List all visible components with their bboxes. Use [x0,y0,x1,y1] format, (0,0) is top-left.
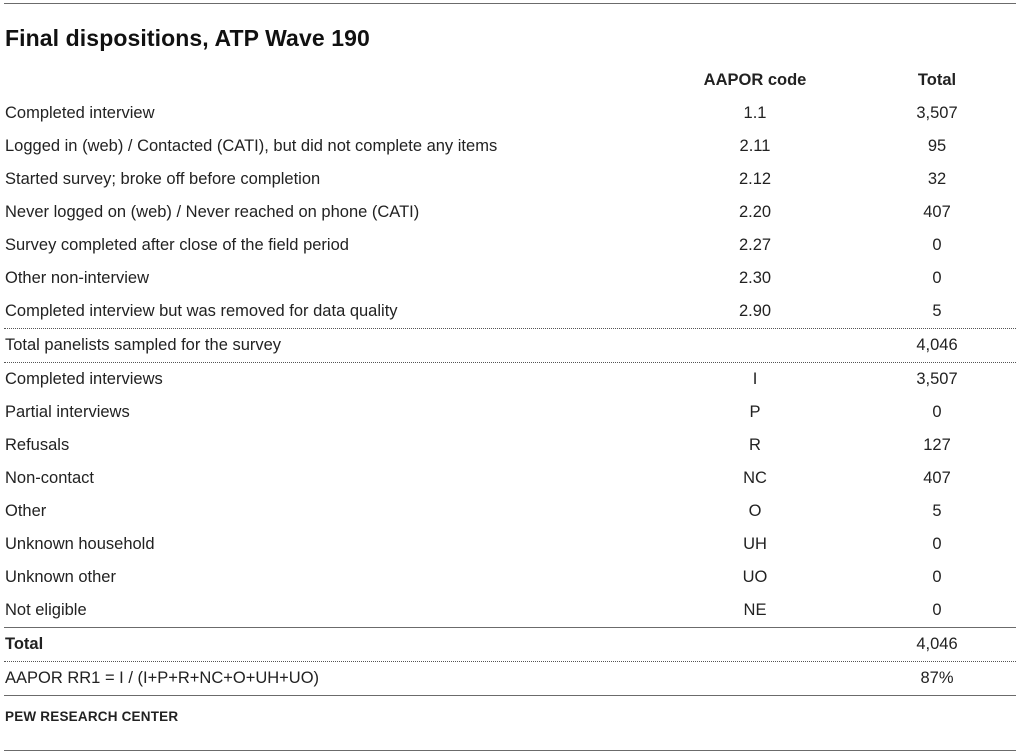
table-row: Completed interview 1.1 3,507 [4,97,1016,130]
table-row: Other O 5 [4,495,1016,528]
row-total: 0 [932,236,942,254]
rr1-value: 87% [920,669,954,687]
row-label: Started survey; broke off before complet… [5,170,321,188]
bottom-rule [4,750,1016,751]
table-row: Not eligible NE 0 [4,594,1016,627]
table-row: Started survey; broke off before complet… [4,163,1016,196]
dispositions-table: AAPOR code Total Completed interview 1.1… [4,64,1016,696]
row-total: 0 [932,601,942,619]
table-row: Partial interviews P 0 [4,396,1016,429]
table-row: Logged in (web) / Contacted (CATI), but … [4,130,1016,163]
row-total: 5 [932,502,942,520]
row-code: I [752,370,758,388]
row-code: 2.30 [738,269,772,287]
total-row: Total 4,046 [4,627,1016,662]
total-label: Total [5,635,44,653]
table-row: Completed interviews I 3,507 [4,363,1016,396]
row-label: Completed interview but was removed for … [5,302,398,320]
row-code: 2.12 [738,170,772,188]
header-aapor-code: AAPOR code [703,71,807,89]
top-rule [4,3,1016,4]
row-label: Never logged on (web) / Never reached on… [5,203,420,221]
row-label: Completed interviews [5,370,163,388]
row-total: 127 [923,436,951,454]
table-row: Other non-interview 2.30 0 [4,262,1016,295]
total-value: 4,046 [916,635,958,653]
row-code: UH [743,535,767,553]
table-row: Never logged on (web) / Never reached on… [4,196,1016,229]
row-code: 1.1 [743,104,767,122]
rr1-row: AAPOR RR1 = I / (I+P+R+NC+O+UH+UO) 87% [4,662,1016,696]
sampled-label: Total panelists sampled for the survey [5,336,282,354]
table-row: Survey completed after close of the fiel… [4,229,1016,262]
row-label: Survey completed after close of the fiel… [5,236,349,254]
row-total: 3,507 [916,370,958,388]
table-row: Non-contact NC 407 [4,462,1016,495]
row-label: Unknown household [5,535,155,553]
row-code: UO [742,568,768,586]
row-label: Unknown other [5,568,116,586]
rr1-label: AAPOR RR1 = I / (I+P+R+NC+O+UH+UO) [5,669,320,687]
row-code: O [748,502,762,520]
row-code: NE [743,601,767,619]
row-code: R [749,436,761,454]
sampled-total: 4,046 [916,336,958,354]
table-row: Refusals R 127 [4,429,1016,462]
row-label: Refusals [5,436,70,454]
row-total: 0 [932,403,942,421]
table-row: Completed interview but was removed for … [4,295,1016,329]
row-total: 5 [932,302,942,320]
row-code: 2.90 [738,302,772,320]
row-code: NC [743,469,767,487]
row-label: Other [5,502,47,520]
row-total: 0 [932,568,942,586]
row-code: P [749,403,761,421]
row-label: Logged in (web) / Contacted (CATI), but … [5,137,498,155]
row-label: Partial interviews [5,403,130,421]
table-row: Unknown other UO 0 [4,561,1016,594]
row-total: 0 [932,535,942,553]
row-total: 3,507 [916,104,958,122]
row-code: 2.27 [738,236,772,254]
source-footer: PEW RESEARCH CENTER [5,709,179,724]
row-label: Completed interview [5,104,155,122]
table-header: AAPOR code Total [4,64,1016,97]
row-total: 95 [927,137,947,155]
sampled-row: Total panelists sampled for the survey 4… [4,329,1016,363]
table-title: Final dispositions, ATP Wave 190 [5,25,370,51]
row-total: 407 [923,203,951,221]
row-label: Other non-interview [5,269,149,287]
row-label: Non-contact [5,469,94,487]
row-total: 407 [923,469,951,487]
table-row: Unknown household UH 0 [4,528,1016,561]
header-total: Total [917,71,957,89]
row-code: 2.11 [739,137,771,155]
row-total: 0 [932,269,942,287]
row-label: Not eligible [5,601,87,619]
row-code: 2.20 [738,203,772,221]
row-total: 32 [927,170,947,188]
